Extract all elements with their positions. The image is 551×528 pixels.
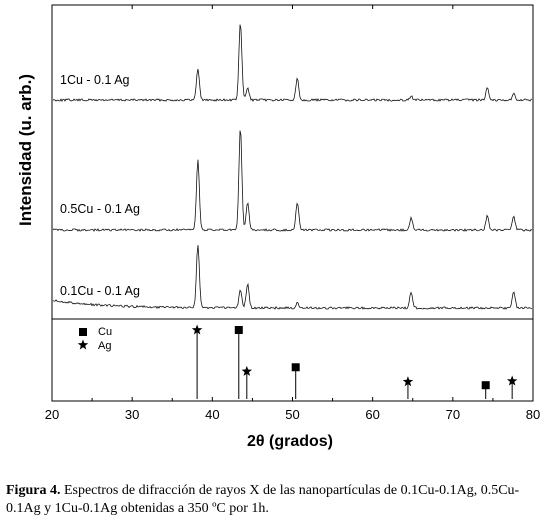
y-axis-label: Intensidad (u. arb.) bbox=[16, 74, 35, 226]
series-label: 1Cu - 0.1 Ag bbox=[60, 73, 130, 87]
figure-caption: Figura 4. Espectros de difracción de ray… bbox=[6, 482, 551, 518]
spectrum-line bbox=[52, 245, 533, 310]
legend-ag-label: Ag bbox=[98, 340, 111, 352]
legend-cu-square-icon bbox=[79, 328, 87, 336]
caption-text: Espectros de difracción de rayos X de la… bbox=[6, 483, 520, 516]
legend-ag-star-icon bbox=[77, 339, 89, 350]
x-axis: 20 30 40 50 60 70 80 bbox=[45, 5, 540, 422]
cu-marker bbox=[291, 363, 300, 372]
series-label: 0.1Cu - 0.1 Ag bbox=[60, 284, 140, 298]
ag-marker bbox=[402, 376, 414, 387]
ag-marker bbox=[506, 375, 518, 386]
ag-marker bbox=[241, 365, 253, 376]
reference-legend: Cu Ag bbox=[77, 326, 112, 352]
xrd-spectra bbox=[52, 24, 533, 310]
x-axis-label: 2θ (grados) bbox=[247, 433, 333, 450]
x-tick-label: 20 bbox=[45, 407, 59, 422]
spectrum-line bbox=[52, 24, 533, 102]
cu-marker bbox=[481, 381, 490, 390]
series-label: 0.5Cu - 0.1 Ag bbox=[60, 202, 140, 216]
caption-label: Figura 4. bbox=[6, 483, 61, 498]
x-tick-label: 40 bbox=[205, 407, 219, 422]
ag-marker bbox=[191, 324, 203, 335]
reference-pattern bbox=[191, 324, 518, 399]
cu-marker bbox=[234, 326, 243, 334]
x-tick-label: 50 bbox=[285, 407, 299, 422]
x-tick-label: 80 bbox=[526, 407, 540, 422]
x-tick-label: 70 bbox=[446, 407, 460, 422]
x-tick-label: 30 bbox=[125, 407, 139, 422]
x-tick-label: 60 bbox=[365, 407, 379, 422]
legend-cu-label: Cu bbox=[98, 326, 112, 338]
series-labels: 1Cu - 0.1 Ag 0.5Cu - 0.1 Ag 0.1Cu - 0.1 Ag bbox=[60, 73, 140, 298]
spectrum-line bbox=[52, 130, 533, 232]
